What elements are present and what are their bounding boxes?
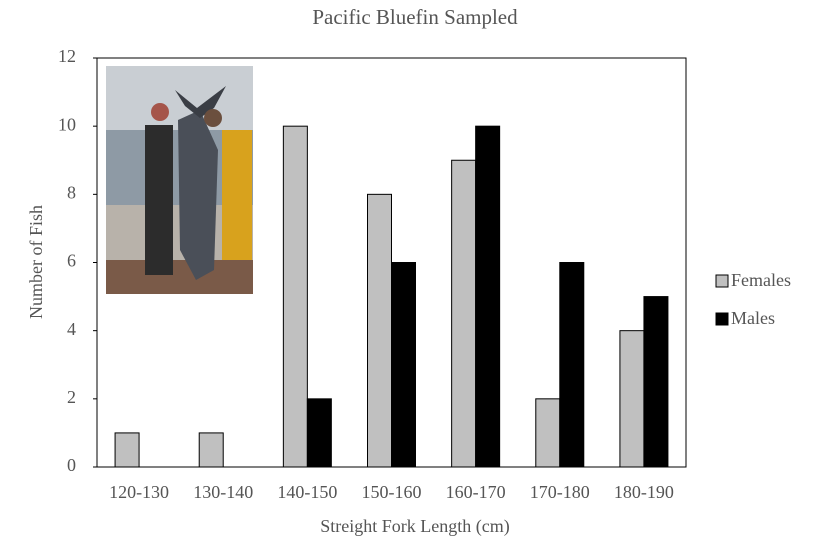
x-axis-label: Streight Fork Length (cm) [320, 516, 509, 537]
bar [307, 399, 331, 467]
y-tick-label: 12 [58, 46, 76, 66]
bar [283, 126, 307, 467]
y-tick-label: 10 [58, 114, 76, 134]
bar [644, 297, 668, 467]
y-axis-label: Number of Fish [26, 205, 46, 319]
x-tick-label: 150-160 [362, 482, 422, 502]
x-tick-label: 170-180 [530, 482, 590, 502]
bar [560, 263, 584, 468]
bar [368, 194, 392, 467]
chart-title: Pacific Bluefin Sampled [312, 5, 518, 29]
legend-swatch [716, 313, 728, 325]
y-tick-label: 8 [67, 182, 76, 202]
x-tick-label: 130-140 [193, 482, 253, 502]
y-tick-label: 6 [67, 251, 76, 271]
bar [452, 160, 476, 467]
bar [392, 263, 416, 468]
x-tick-label: 140-150 [277, 482, 337, 502]
x-tick-label: 120-130 [109, 482, 169, 502]
x-tick-label: 160-170 [446, 482, 506, 502]
x-tick-label: 180-190 [614, 482, 674, 502]
bar [536, 399, 560, 467]
chart: Pacific Bluefin Sampled Streight Fork Le… [0, 0, 833, 540]
legend-label: Males [731, 308, 775, 328]
y-tick-label: 0 [67, 455, 76, 475]
legend: Females Males [716, 270, 791, 328]
bar [476, 126, 500, 467]
y-tick-label: 4 [67, 319, 76, 339]
legend-label: Females [731, 270, 791, 290]
photo-inset [106, 66, 253, 294]
legend-swatch [716, 275, 728, 287]
bar [620, 331, 644, 467]
y-tick-label: 2 [67, 387, 76, 407]
bar [199, 433, 223, 467]
bar [115, 433, 139, 467]
